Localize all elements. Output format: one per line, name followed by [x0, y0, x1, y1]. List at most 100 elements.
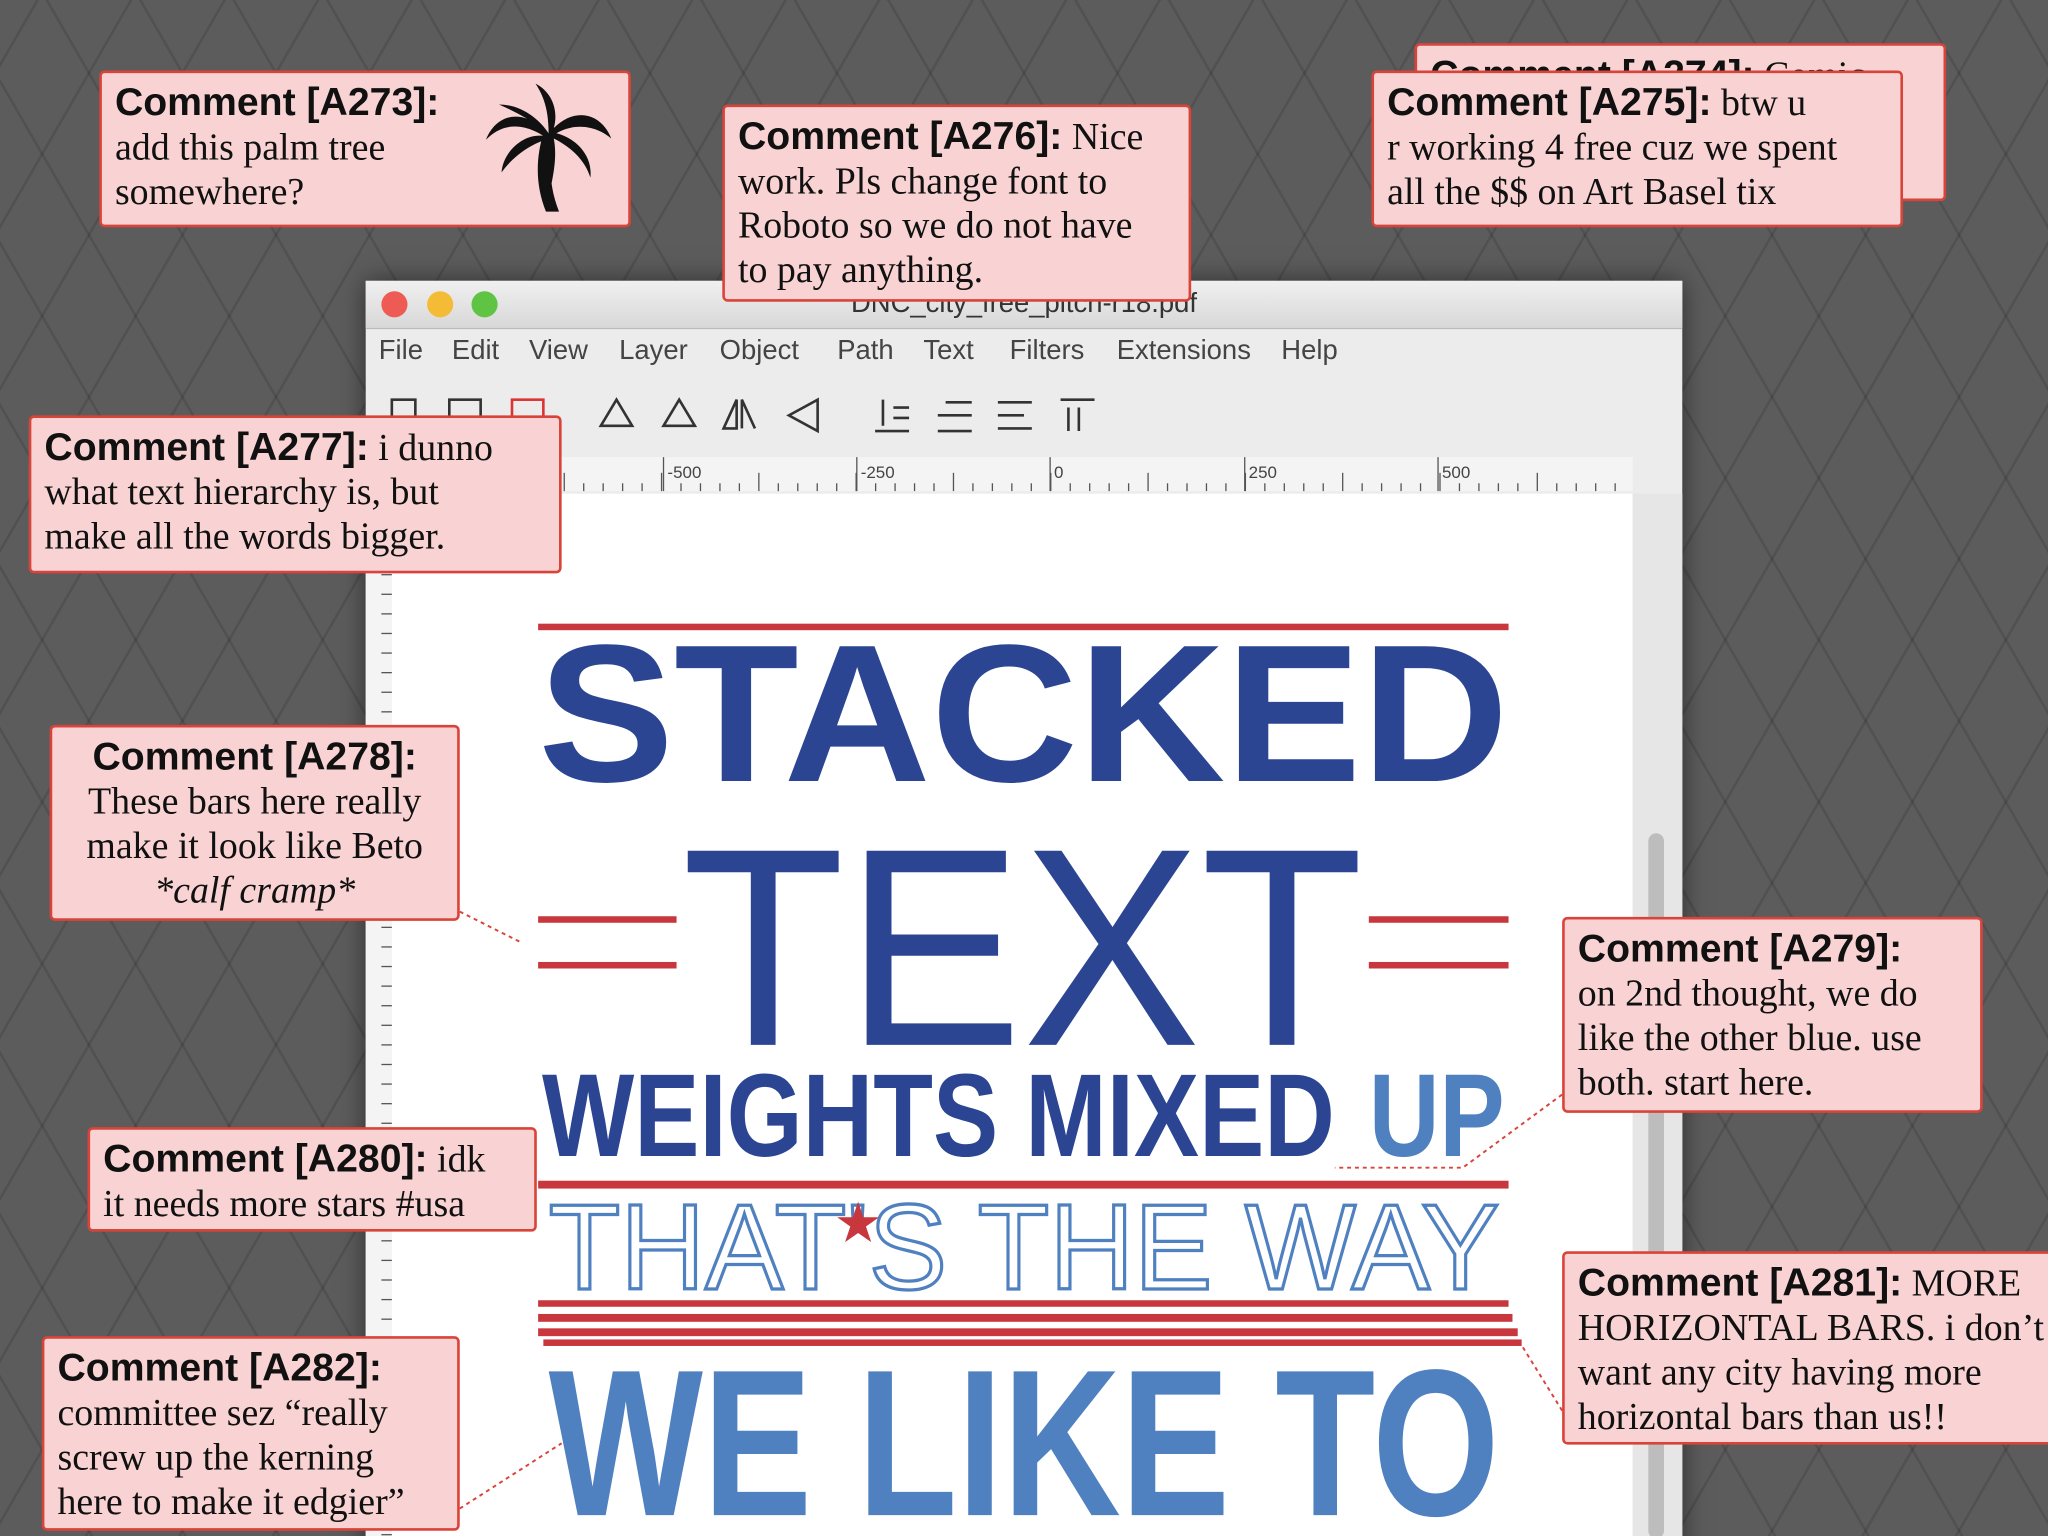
comment-text: it needs more stars #usa	[103, 1183, 466, 1226]
canvas	[391, 493, 1633, 1536]
comment-text: HORIZONTAL BARS. i don’t	[1577, 1307, 2045, 1350]
comment-text: both. start here.	[1577, 1061, 1814, 1104]
comment-label: Comment [A275]:	[1387, 80, 1712, 125]
red-bar	[538, 961, 677, 969]
comment-label: Comment [A281]:	[1577, 1261, 1903, 1305]
comment[interactable]: Comment [A276]: Nice work. Pls change fon…	[722, 104, 1192, 302]
red-bar	[538, 1180, 1509, 1189]
zoom-button[interactable]	[471, 291, 498, 318]
comment-head: Comment [A276]: Nice	[738, 115, 1176, 159]
comment-label: Comment [A279]:	[1577, 927, 1903, 971]
menu-item[interactable]: File	[378, 335, 423, 366]
red-bar	[1368, 961, 1509, 969]
comment-text: what text hierarchy is, but	[44, 471, 439, 514]
comment-text: make all the words bigger.	[44, 515, 446, 558]
comment-label: Comment [A280]:	[103, 1137, 428, 1181]
comment-text: like the other blue. use	[1577, 1017, 1922, 1060]
menu-item[interactable]: Object	[719, 335, 799, 366]
comment-head: Comment [A279]:	[1578, 927, 1967, 971]
red-bar	[1368, 916, 1509, 923]
poster-text: WE LIKE TO	[549, 1327, 1500, 1536]
comment[interactable]: Comment [A280]: idk it needs more stars #…	[87, 1127, 537, 1232]
comment[interactable]: Comment [A279]: on 2nd thought, we do like…	[1562, 916, 1983, 1113]
comment[interactable]: Comment [A273]: add this palm tree somewhe…	[99, 70, 631, 228]
comment-text: all the $$ on Art Basel tix	[1387, 171, 1777, 213]
comment-head: Comment [A275]: btw u	[1387, 81, 1887, 125]
red-bar	[538, 623, 1509, 631]
comment-text: to pay anything.	[737, 249, 984, 292]
palm-tree	[485, 83, 612, 212]
tool-icon[interactable]	[721, 399, 757, 430]
comment-text: horizontal bars than us!!	[1577, 1396, 1947, 1439]
connector	[1334, 1093, 1563, 1169]
palm-tree-icon	[485, 83, 612, 212]
comment-text: These bars here really	[87, 781, 422, 823]
menu-item[interactable]: Layer	[619, 335, 688, 366]
ruler-label: -250	[861, 463, 895, 482]
comment-head: Comment [A280]: idk	[103, 1138, 521, 1182]
poster-text: WEIGHTS MIXED	[542, 1050, 1335, 1181]
ruler-label: 0	[1054, 463, 1063, 482]
star	[837, 1201, 880, 1243]
comment-head: Comment [A278]:	[65, 735, 444, 779]
poster-text: STACKED	[538, 604, 1508, 823]
comment-text: i dunno	[378, 427, 493, 469]
comment-text: work. Pls change font to	[737, 160, 1108, 203]
comment-text: *calf cramp*	[154, 869, 356, 912]
comment-label: Comment [A273]:	[114, 80, 440, 125]
comment-text: Roboto so we do not have	[737, 205, 1133, 247]
red-bar	[538, 916, 677, 923]
comment[interactable]: Comment [A282]: committee sez “really scre…	[41, 1336, 460, 1531]
comment-text: add this palm tree	[114, 126, 386, 169]
menu-item[interactable]: Path	[837, 335, 894, 366]
tool-icon[interactable]	[1060, 398, 1095, 432]
red-bar	[538, 1300, 1509, 1307]
poster-text: THAT'S THE WAY	[549, 1179, 1500, 1315]
tool-icon[interactable]	[875, 399, 910, 433]
comment-text: r working 4 free cuz we spent	[1387, 126, 1838, 169]
comment[interactable]: Comment [A278]: These bars here really mak…	[49, 724, 460, 921]
comment-text: want any city having more	[1577, 1351, 1982, 1394]
menu-item[interactable]: Text	[923, 335, 974, 366]
comment-text: on 2nd thought, we do	[1577, 973, 1918, 1015]
comment-text: committee sez “really	[57, 1392, 388, 1435]
tool-icon[interactable]	[786, 397, 819, 434]
ruler-label: 250	[1249, 463, 1277, 482]
connector	[1520, 1344, 1563, 1412]
comment-text: idk	[437, 1138, 486, 1181]
comment[interactable]: Comment [A281]: MORE HORIZONTAL BARS. i d…	[1562, 1251, 2048, 1445]
red-bar	[538, 1313, 1513, 1322]
close-button[interactable]	[381, 291, 408, 318]
menu-item[interactable]: Edit	[451, 335, 500, 366]
comment-head: Comment [A281]: MORE	[1578, 1262, 2048, 1306]
minimize-button[interactable]	[427, 291, 454, 318]
menu-item[interactable]: Help	[1281, 335, 1338, 366]
tool-icon[interactable]	[997, 400, 1032, 430]
toolbar	[390, 397, 1095, 434]
menu-item[interactable]: Filters	[1009, 335, 1085, 366]
comment-label: Comment [A278]:	[92, 735, 417, 779]
connector	[459, 1442, 563, 1510]
comment-text: somewhere?	[114, 171, 305, 213]
comment-text: screw up the kerning	[57, 1436, 375, 1479]
comment[interactable]: Comment [A277]: i dunno what text hierarc…	[28, 415, 562, 574]
poster-text: TEXT	[682, 790, 1364, 1105]
red-bar	[538, 1328, 1518, 1337]
tool-icon[interactable]	[937, 400, 972, 433]
connectors	[459, 910, 1563, 1510]
comment-head: Comment [A273]:	[115, 81, 615, 125]
comment-text: MORE	[1911, 1263, 2022, 1305]
menu-item[interactable]: View	[528, 335, 588, 366]
menu-item[interactable]: Extensions	[1116, 335, 1251, 366]
tool-icon[interactable]	[661, 397, 698, 428]
comment-text: make it look like Beto	[86, 825, 423, 868]
poster-text: UP	[1369, 1050, 1505, 1181]
comment-label: Comment [A282]:	[57, 1346, 382, 1390]
tool-icon[interactable]	[598, 397, 635, 428]
comment-text: Nice	[1071, 116, 1144, 159]
